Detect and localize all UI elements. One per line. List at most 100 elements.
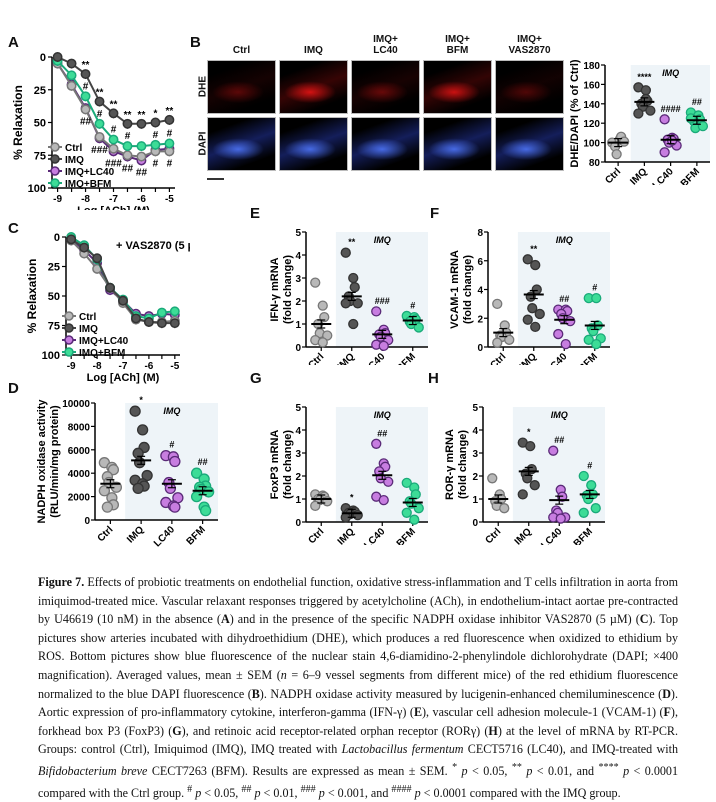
micrograph-dapi-imq-lc40 [351, 117, 420, 171]
panel-label-f: F [430, 205, 440, 222]
y-tick-label: 5 [295, 403, 301, 414]
y-tick-label: 4 [295, 251, 301, 262]
data-point [101, 501, 114, 513]
data-point [522, 254, 533, 265]
chart-d-nadph-oxidase: IMQ 0 2000 4000 6000 8000 10000 Ctrl IMQ * LC40 # BF… [36, 395, 218, 549]
y-tick-label: 3 [295, 449, 301, 460]
data-point [143, 317, 154, 327]
x-tick-label: -5 [170, 361, 179, 372]
y-axis-label: (RLU/min/mg protein) [49, 405, 61, 518]
data-point [66, 58, 77, 69]
data-point [413, 503, 424, 514]
data-point [352, 509, 363, 521]
significance-marker: * [139, 395, 143, 405]
data-point [340, 247, 351, 258]
data-point [560, 338, 571, 350]
y-tick-label: 2 [295, 472, 301, 483]
data-point [659, 147, 670, 158]
panel-label-b: B [190, 34, 201, 51]
data-point [525, 440, 536, 452]
legend-marker [64, 347, 74, 357]
data-point [578, 470, 589, 482]
y-tick-label: 10000 [62, 399, 90, 410]
y-axis-label: (fold change) [282, 430, 294, 499]
data-point [122, 141, 133, 152]
y-tick-label: 50 [34, 118, 46, 130]
y-tick-label: 0 [295, 518, 301, 529]
data-point [132, 482, 144, 495]
legend-marker [50, 142, 60, 152]
significance-marker: ### [375, 296, 390, 306]
x-tick-label: LC40 [152, 524, 177, 549]
legend-label: IMQ [79, 324, 98, 335]
y-tick-label: 0 [54, 232, 60, 244]
micrograph-column-header: IMQ [304, 45, 323, 56]
x-tick-label: -8 [93, 361, 102, 372]
data-point [199, 504, 212, 517]
chart-a-relaxation: 0 25 50 75 100 -9 -8 -7 -6 -5 Log [ACh] (M) % Relax… [11, 52, 175, 210]
x-tick-label: -9 [53, 194, 62, 205]
x-tick-label: -7 [109, 194, 118, 205]
data-point [590, 503, 601, 514]
data-point [378, 495, 389, 506]
y-tick-label: 8 [477, 228, 483, 239]
data-point [107, 464, 120, 476]
significance-marker: **** [637, 72, 652, 82]
x-tick-label: BFM [185, 524, 208, 547]
y-axis-label: ROR-γ mRNA [444, 429, 456, 500]
data-point [378, 340, 389, 352]
x-tick-label: IMQ [518, 351, 539, 365]
significance-hash: # [97, 109, 103, 120]
y-tick-label: 2 [295, 297, 301, 308]
data-point [586, 480, 597, 491]
data-point [371, 306, 382, 317]
x-tick-label: LC40 [539, 526, 564, 545]
data-point [697, 120, 709, 132]
y-tick-label: 2000 [68, 493, 91, 504]
y-tick-label: 4 [477, 286, 483, 297]
x-tick-label: -6 [137, 194, 146, 205]
micrograph-dapi-ctrl [207, 117, 276, 171]
legend-marker [64, 311, 74, 321]
y-tick-label: 3 [472, 449, 478, 460]
y-axis-label: (fold change) [282, 255, 294, 324]
y-tick-label: 4 [472, 426, 478, 437]
data-point [633, 108, 644, 119]
legend-label: IMQ+BFM [79, 348, 125, 359]
y-tick-label: 8000 [68, 422, 91, 433]
x-tick-label: BFM [679, 166, 702, 185]
scale-bar [207, 178, 224, 180]
x-tick-label: BFM [395, 526, 418, 545]
data-point [611, 149, 622, 160]
y-tick-label: 160 [583, 80, 600, 91]
data-point [522, 314, 533, 325]
data-point [583, 334, 594, 345]
data-point [52, 52, 63, 62]
data-point [553, 328, 564, 340]
data-point [317, 300, 328, 311]
y-tick-label: 5 [295, 228, 301, 239]
y-axis-label: (fold change) [462, 255, 474, 324]
micrograph-column-header: IMQ+ LC40 [373, 34, 398, 56]
y-axis-label: DHE/DAPI (% of Ctrl) [569, 59, 581, 168]
data-point [529, 480, 540, 491]
data-point [645, 105, 656, 116]
panel-label-d: D [8, 380, 19, 397]
x-tick-label: LC40 [362, 526, 387, 545]
data-point [129, 405, 141, 417]
significance-marker: # [592, 283, 597, 293]
data-point [504, 334, 515, 345]
data-point [530, 321, 541, 333]
micrograph-column-header: Ctrl [232, 45, 251, 56]
data-point [150, 139, 161, 150]
data-point [94, 131, 105, 142]
significance-marker: ## [559, 294, 569, 304]
y-axis-label: VCAM-1 mRNA [449, 250, 461, 329]
x-tick-label: Ctrl [603, 166, 623, 185]
y-axis-label: (fold change) [457, 430, 469, 499]
micrograph-dapi-imq-vas2870 [495, 117, 564, 171]
y-axis-label: % Relaxation [25, 259, 39, 334]
micrograph-dhe-ctrl [207, 60, 276, 114]
chart-c-relaxation-vas2870: 0 25 50 75 100 -9 -8 -7 -6 -5 Log [ACh] (M) % Relax… [25, 232, 190, 384]
chart-f-vcam1: IMQ 0 2 4 6 8 Ctrl IMQ ** LC40 ## BFM # VCAM-1 mRNA (f… [449, 228, 610, 365]
